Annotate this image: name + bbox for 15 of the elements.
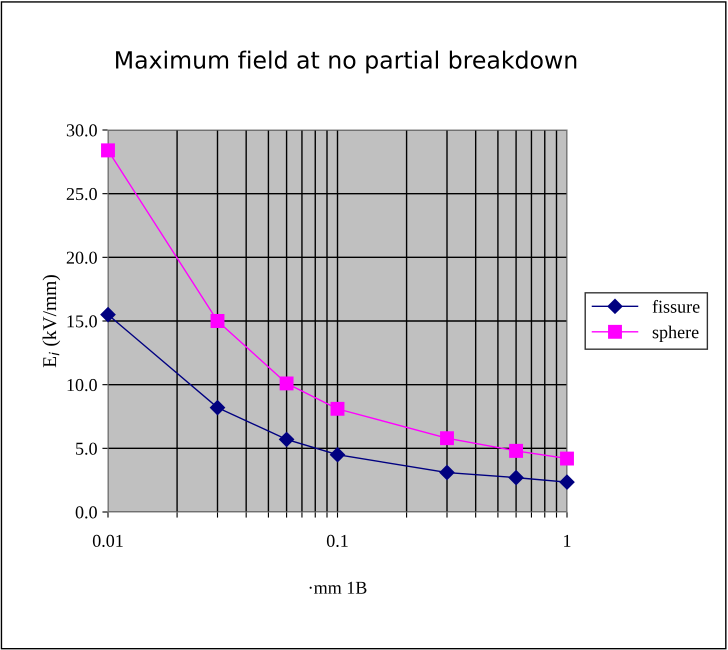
x-axis-title: ·mm 1B bbox=[310, 582, 366, 594]
legend-label: sphere bbox=[652, 326, 699, 342]
y-tick-label: 15.0 bbox=[68, 315, 97, 328]
y-tick-label: 30.0 bbox=[66, 124, 97, 137]
x-tick-label: 1 bbox=[564, 534, 570, 547]
x-tick-label: 0.1 bbox=[326, 534, 348, 548]
y-tick-label: 5.0 bbox=[76, 442, 97, 455]
legend-label: fissure bbox=[652, 300, 700, 313]
y-tick-label: 20.0 bbox=[66, 252, 97, 264]
y-axis-title: E$_{i}$ (kV/mm) bbox=[42, 275, 60, 368]
y-tick-label: 0.0 bbox=[76, 506, 97, 519]
y-tick-label: 25.0 bbox=[66, 188, 97, 200]
y-tick-label: 10.0 bbox=[68, 378, 97, 392]
chart-title: Maximum field at no partial breakdown bbox=[116, 50, 576, 74]
x-tick-label: 0.01 bbox=[92, 534, 123, 548]
